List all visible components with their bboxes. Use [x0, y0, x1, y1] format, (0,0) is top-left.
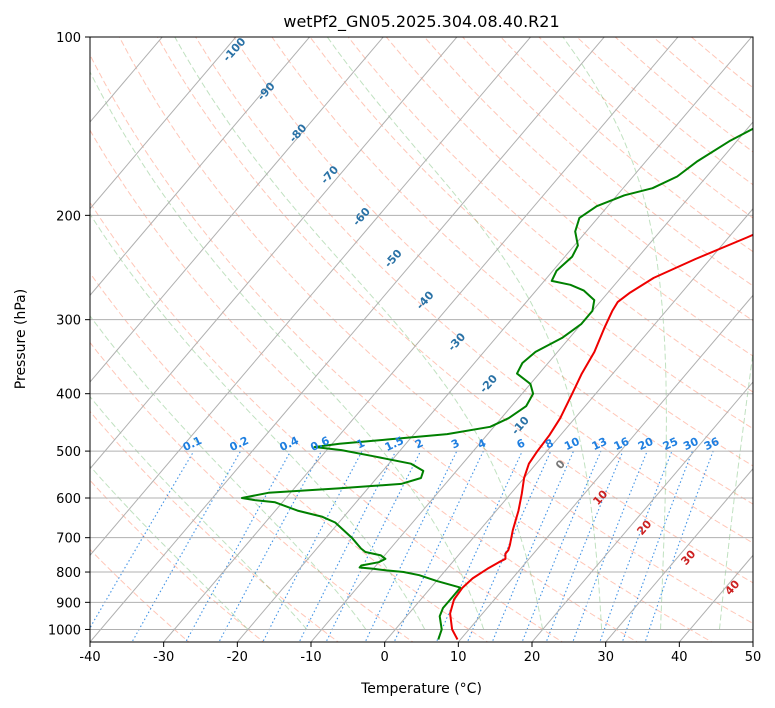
x-tick-label: 50 — [745, 650, 762, 665]
sounding-series — [240, 127, 753, 640]
y-tick-label: 700 — [56, 532, 81, 547]
isotherm-line — [90, 37, 311, 297]
x-axis-label: Temperature (°C) — [360, 681, 482, 697]
mixing-ratio-label: 20 — [636, 435, 656, 453]
dry-adiabat-line — [347, 37, 753, 393]
isotherm-line — [457, 294, 753, 642]
x-tick-label: 30 — [597, 650, 614, 665]
isotherm-line — [90, 37, 237, 210]
dewpoint-line — [240, 127, 753, 640]
isotherm-line — [90, 37, 458, 470]
dry-adiabat-line — [233, 37, 753, 505]
mixing-ratio-line — [90, 450, 195, 629]
plot-frame — [89, 36, 754, 643]
temperature-line — [449, 233, 753, 640]
dry-adiabat-line — [462, 37, 753, 287]
mixing-ratio-label: 25 — [661, 435, 680, 453]
mixing-ratio-line — [393, 450, 484, 642]
moist-adiabat-line — [90, 395, 308, 630]
mixing-ratio-line — [545, 450, 624, 642]
mixing-ratio-line — [298, 450, 397, 642]
y-tick-label: 500 — [56, 445, 81, 460]
x-tick-label: -40 — [79, 650, 100, 665]
isotherm-line — [236, 37, 753, 642]
dry-adiabat-line — [90, 129, 638, 642]
moist-adiabat-line — [326, 37, 603, 630]
mixing-ratio-line — [621, 450, 693, 642]
mixing-ratio-line — [521, 450, 602, 642]
moist-adiabat-line — [90, 465, 249, 630]
y-tick-label: 200 — [56, 209, 81, 224]
isotherm-line — [310, 121, 753, 642]
dry-adiabat-line — [385, 37, 753, 357]
isotherm-line — [384, 207, 753, 642]
x-tick-label: 10 — [450, 650, 467, 665]
dry-adiabat-line — [90, 341, 414, 642]
x-tick-label: -20 — [227, 650, 248, 665]
y-tick-label: 100 — [56, 31, 81, 46]
isotherm-line — [90, 37, 384, 383]
moist-adiabat-line — [90, 70, 485, 630]
dry-adiabat-line — [195, 37, 753, 544]
mixing-ratio-label: 36 — [702, 435, 722, 453]
y-axis-label: Pressure (hPa) — [13, 289, 29, 389]
y-tick-label: 400 — [56, 388, 81, 403]
moist-adiabat-line — [562, 37, 667, 630]
axes: -40 -30 -20 -10 0 10 20 30 40 50 100 200 300 400 500 60… — [48, 31, 761, 665]
isotherm-line — [90, 37, 605, 642]
x-tick-label: 0 — [381, 650, 389, 665]
isotherm-line — [531, 381, 753, 642]
mixing-ratio-label: 13 — [590, 435, 609, 453]
mixing-ratio-line — [644, 450, 714, 642]
x-tick-label: 20 — [524, 650, 541, 665]
mixing-ratio-label: 10 — [562, 435, 582, 453]
chart-title: wetPf2_GN05.2025.304.08.40.R21 — [283, 12, 559, 32]
y-tick-label: 900 — [56, 596, 81, 611]
dry-adiabat-line — [156, 37, 753, 584]
background-lines — [90, 37, 753, 642]
isotherm-line — [605, 467, 753, 642]
mixing-ratio-line — [218, 450, 322, 642]
moist-adiabat-line — [719, 348, 753, 630]
x-tick-label: 40 — [671, 650, 688, 665]
moist-adiabat-line — [90, 213, 426, 630]
x-tick-label: -10 — [300, 650, 321, 665]
isotherm-line — [163, 37, 679, 642]
y-tick-label: 300 — [56, 314, 81, 329]
mixing-ratio-label: 30 — [681, 435, 701, 453]
x-tick-label: -30 — [153, 650, 174, 665]
y-tick-label: 800 — [56, 566, 81, 581]
y-tick-label: 600 — [56, 492, 81, 507]
isotherm-line — [90, 37, 532, 557]
y-tick-label: 1000 — [48, 623, 81, 638]
dry-adiabat-line — [271, 37, 753, 467]
plot-area — [90, 37, 753, 642]
mixing-ratio-label: 16 — [612, 435, 632, 453]
mixing-ratio-line — [599, 450, 673, 642]
mixing-ratio-line — [572, 450, 648, 642]
